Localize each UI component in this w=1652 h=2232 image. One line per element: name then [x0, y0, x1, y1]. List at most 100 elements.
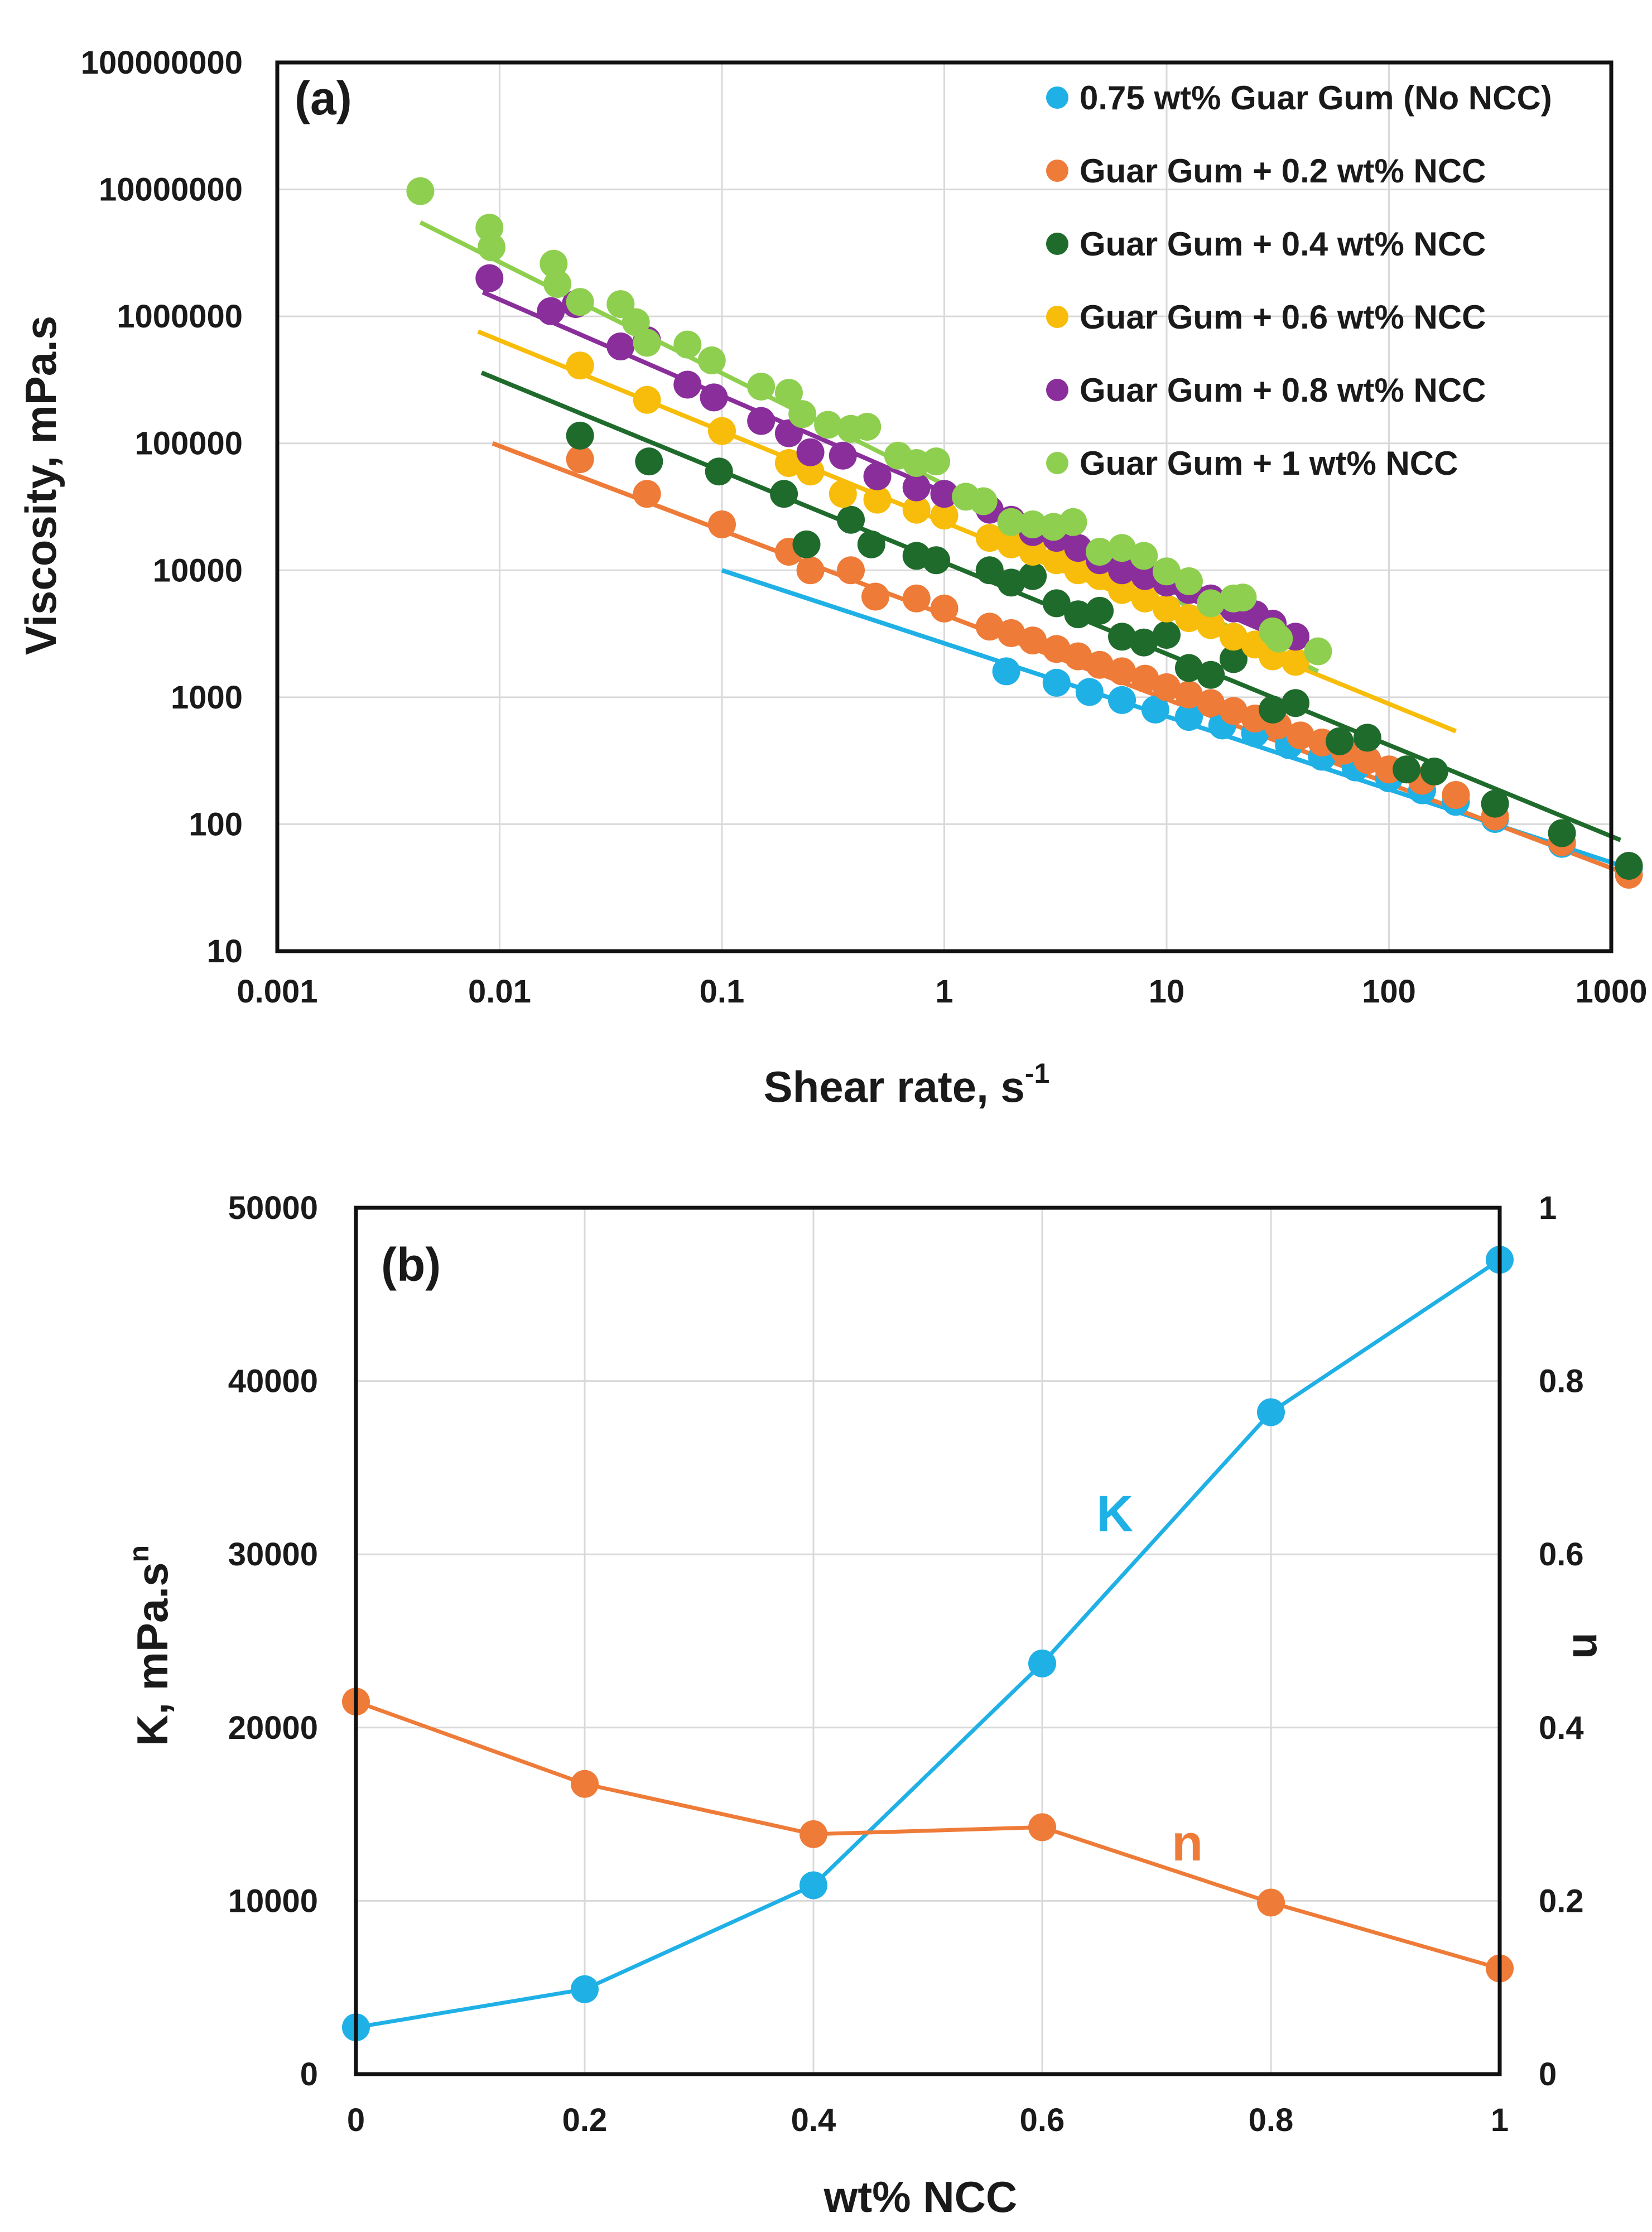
- panel-b-n-curve-label: n: [1172, 1815, 1203, 1872]
- data-point-guar-gum-0-6-wt-ncc: [566, 351, 594, 380]
- panel-a-y-tick-label: 1000: [171, 679, 243, 716]
- data-point-guar-gum-1-wt-ncc: [543, 270, 572, 298]
- data-point-guar-gum-1-wt-ncc: [633, 329, 661, 357]
- data-point-guar-gum-1-wt-ncc: [853, 413, 882, 441]
- data-point-guar-gum-0-4-wt-ncc: [1259, 695, 1287, 724]
- data-point-guar-gum-1-wt-ncc: [1197, 589, 1225, 618]
- data-point-guar-gum-1-wt-ncc: [406, 177, 435, 205]
- panel-a-y-tick-label: 10000000: [99, 172, 243, 208]
- data-point-guar-gum-0-6-wt-ncc: [708, 417, 736, 445]
- data-point-guar-gum-0-2-wt-ncc: [1197, 689, 1225, 717]
- data-point-guar-gum-0-8-wt-ncc: [700, 383, 728, 412]
- data-point-guar-gum-0-6-wt-ncc: [633, 385, 661, 414]
- panel-b-right-y-tick-label: 1: [1539, 1190, 1557, 1226]
- data-point-guar-gum-1-wt-ncc: [697, 346, 726, 375]
- data-point-guar-gum-1-wt-ncc: [774, 379, 803, 407]
- data-point-guar-gum-0-8-wt-ncc: [902, 473, 931, 502]
- data-point-guar-gum-0-2-wt-ncc: [566, 445, 594, 474]
- data-point-guar-gum-0-2-wt-ncc: [837, 556, 865, 585]
- data-point-guar-gum-0-6-wt-ncc: [997, 530, 1025, 558]
- legend-label-guar-gum-0-2-wt-ncc: Guar Gum + 0.2 wt% NCC: [1080, 152, 1486, 190]
- panel-a-viscosity-chart: 0.001 0.01 0.1 1 10 100 1000 10 100 1000 10000 100…: [16, 45, 1648, 1111]
- panel-b-k-n-chart: 0 0.2 0.4 0.6 0.8 1 0 10000 20000 30000 40000 5000…: [123, 1190, 1613, 2221]
- data-point-guar-gum-0-4-wt-ncc: [1481, 789, 1509, 818]
- data-point-guar-gum-0-4-wt-ncc: [566, 421, 594, 450]
- data-point-guar-gum-0-4-wt-ncc: [1219, 645, 1248, 673]
- panel-b-x-tick-label: 0.2: [562, 2102, 608, 2138]
- data-point-guar-gum-0-4-wt-ncc: [997, 568, 1025, 597]
- data-point-guar-gum-0-4-wt-ncc: [922, 546, 951, 575]
- panel-b-left-y-tick-label: 0: [300, 2056, 318, 2093]
- panel-b-data-points: [342, 1246, 1514, 2042]
- data-point-guar-gum-1-wt-ncc: [622, 308, 650, 336]
- panel-b-left-y-axis-title: K, mPa.sn: [123, 1545, 177, 1746]
- data-point-0-75-wt-guar-gum-no-ncc: [1108, 686, 1136, 714]
- data-point-guar-gum-0-2-wt-ncc: [975, 613, 1004, 641]
- panel-b-right-y-tick-label: 0.4: [1539, 1710, 1584, 1746]
- panel-a-x-tick-label: 0.001: [237, 973, 317, 1010]
- data-point-guar-gum-1-wt-ncc: [1130, 542, 1158, 570]
- data-point-guar-gum-0-8-wt-ncc: [796, 438, 825, 466]
- panel-b-left-y-tick-label: 20000: [228, 1710, 318, 1746]
- panel-b-left-y-tick-label: 30000: [228, 1536, 318, 1573]
- data-point-guar-gum-0-2-wt-ncc: [1286, 721, 1314, 750]
- data-point-guar-gum-1-wt-ncc: [1229, 584, 1257, 612]
- data-point-guar-gum-1-wt-ncc: [1059, 508, 1087, 536]
- panel-b-x-tick-labels: 0 0.2 0.4 0.6 0.8 1: [347, 2102, 1509, 2138]
- data-point-guar-gum-1-wt-ncc: [1265, 624, 1293, 653]
- panel-a-grid: [276, 61, 1612, 952]
- data-point-guar-gum-0-4-wt-ncc: [1108, 623, 1136, 651]
- data-point-guar-gum-0-2-wt-ncc: [1064, 642, 1092, 671]
- data-point-0-75-wt-guar-gum-no-ncc: [1174, 703, 1203, 731]
- panel-a-x-tick-labels: 0.001 0.01 0.1 1 10 100 1000: [237, 973, 1647, 1010]
- data-point-guar-gum-0-6-wt-ncc: [1108, 576, 1136, 604]
- data-point-0-75-wt-guar-gum-no-ncc: [1141, 695, 1169, 724]
- data-point-guar-gum-0-2-wt-ncc: [902, 584, 931, 613]
- panel-b-right-y-axis-title: n: [1564, 1632, 1613, 1659]
- data-point-guar-gum-0-4-wt-ncc: [1019, 562, 1047, 590]
- data-point-guar-gum-0-4-wt-ncc: [1042, 589, 1071, 618]
- panel-b-series-lines: [355, 1258, 1501, 2029]
- data-point-guar-gum-0-2-wt-ncc: [1442, 780, 1470, 809]
- data-point-guar-gum-0-2-wt-ncc: [997, 619, 1025, 647]
- data-point-guar-gum-0-2-wt-ncc: [796, 556, 825, 585]
- panel-a-y-tick-label: 10: [206, 933, 243, 970]
- panel-b-left-y-tick-label: 40000: [228, 1363, 318, 1400]
- data-point-guar-gum-0-8-wt-ncc: [747, 407, 776, 435]
- panel-b-right-y-tick-label: 0.2: [1539, 1883, 1584, 1919]
- legend-marker-guar-gum-1-wt-ncc: [1046, 452, 1068, 474]
- panel-a-y-tick-label: 100000000: [81, 45, 243, 81]
- data-point-guar-gum-0-8-wt-ncc: [673, 370, 702, 399]
- panel-b-x-axis-title: wt% NCC: [823, 2172, 1018, 2221]
- data-point-guar-gum-1-wt-ncc: [747, 372, 776, 401]
- legend-marker-guar-gum-0-2-wt-ncc: [1046, 160, 1068, 182]
- panel-a-x-axis-title: Shear rate, s-1: [764, 1058, 1050, 1111]
- legend-marker-guar-gum-0-8-wt-ncc: [1046, 379, 1068, 401]
- data-point-guar-gum-1-wt-ncc: [566, 288, 594, 316]
- panel-a-x-tick-label: 1000: [1575, 973, 1647, 1010]
- panel-a-y-tick-label: 100000: [134, 426, 243, 462]
- panel-a-x-axis-title-main: Shear rate, s: [764, 1062, 1025, 1111]
- data-point-guar-gum-0-4-wt-ncc: [1420, 757, 1448, 785]
- data-point-guar-gum-0-4-wt-ncc: [1064, 600, 1092, 629]
- data-point-guar-gum-0-6-wt-ncc: [774, 449, 803, 477]
- data-point-guar-gum-1-wt-ncc: [1174, 567, 1203, 595]
- panel-b-right-y-tick-label: 0.8: [1539, 1363, 1584, 1400]
- panel-b-right-y-tick-label: 0.6: [1539, 1536, 1584, 1573]
- panel-b-x-tick-label: 0.6: [1020, 2102, 1065, 2138]
- data-point-guar-gum-0-8-wt-ncc: [1108, 556, 1136, 585]
- data-point-guar-gum-0-4-wt-ncc: [1086, 596, 1114, 625]
- data-point-guar-gum-0-4-wt-ncc: [837, 505, 865, 534]
- data-point-guar-gum-0-4-wt-ncc: [705, 457, 733, 486]
- legend-label-guar-gum-0-8-wt-ncc: Guar Gum + 0.8 wt% NCC: [1080, 372, 1486, 409]
- data-point-k: [1257, 1398, 1285, 1426]
- panel-a-x-tick-label: 100: [1362, 973, 1416, 1010]
- data-point-guar-gum-0-8-wt-ncc: [829, 441, 857, 470]
- data-point-guar-gum-0-8-wt-ncc: [930, 480, 959, 508]
- panel-b-left-y-tick-label: 50000: [228, 1190, 318, 1226]
- data-point-n: [571, 1770, 599, 1798]
- legend-marker-0-75-wt-guar-gum-no-ncc: [1046, 86, 1068, 109]
- data-point-guar-gum-0-8-wt-ncc: [1064, 534, 1092, 562]
- panel-b-left-y-tick-label: 10000: [228, 1883, 318, 1919]
- data-point-guar-gum-0-6-wt-ncc: [1019, 538, 1047, 566]
